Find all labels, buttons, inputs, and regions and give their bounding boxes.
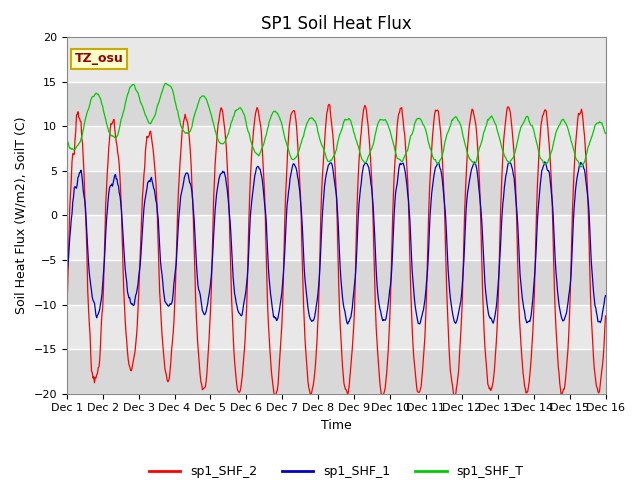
- sp1_SHF_T: [418, 119, 426, 124]
- Y-axis label: Soil Heat Flux (W/m2), SoilT (C): Soil Heat Flux (W/m2), SoilT (C): [15, 117, 28, 314]
- sp1_SHF_1: [128, 300, 136, 306]
- sp1_SHF_1: [211, 207, 219, 213]
- sp1_SHF_2: [418, 375, 426, 381]
- sp1_SHF_1: [183, 170, 191, 176]
- sp1_SHF_T: [602, 131, 609, 136]
- sp1_SHF_T: [212, 130, 220, 135]
- Bar: [67, 304, 605, 349]
- Title: SP1 Soil Heat Flux: SP1 Soil Heat Flux: [260, 15, 412, 33]
- Bar: [67, 349, 605, 394]
- sp1_SHF_2: [602, 313, 609, 319]
- sp1_SHF_T: [73, 144, 81, 150]
- Bar: [67, 171, 605, 216]
- Line: sp1_SHF_2: sp1_SHF_2: [67, 105, 605, 396]
- Bar: [67, 126, 605, 171]
- sp1_SHF_2: [325, 102, 333, 108]
- sp1_SHF_T: [403, 150, 410, 156]
- sp1_SHF_2: [451, 394, 458, 399]
- sp1_SHF_1: [602, 293, 609, 299]
- sp1_SHF_2: [403, 153, 410, 158]
- sp1_SHF_2: [183, 118, 191, 123]
- sp1_SHF_1: [541, 159, 548, 165]
- sp1_SHF_T: [577, 164, 584, 170]
- sp1_SHF_T: [184, 131, 191, 136]
- sp1_SHF_T: [162, 80, 170, 86]
- Bar: [67, 260, 605, 304]
- Bar: [67, 37, 605, 82]
- sp1_SHF_T: [128, 82, 136, 88]
- sp1_SHF_1: [344, 321, 351, 327]
- sp1_SHF_1: [418, 313, 426, 319]
- sp1_SHF_2: [128, 365, 136, 371]
- X-axis label: Time: Time: [321, 419, 351, 432]
- Text: TZ_osu: TZ_osu: [75, 52, 124, 65]
- Line: sp1_SHF_T: sp1_SHF_T: [67, 83, 605, 167]
- Bar: [67, 82, 605, 126]
- sp1_SHF_1: [63, 272, 70, 278]
- sp1_SHF_2: [63, 297, 70, 303]
- Line: sp1_SHF_1: sp1_SHF_1: [67, 162, 605, 324]
- sp1_SHF_T: [63, 137, 70, 143]
- sp1_SHF_2: [211, 161, 219, 167]
- sp1_SHF_2: [73, 112, 81, 118]
- Legend: sp1_SHF_2, sp1_SHF_1, sp1_SHF_T: sp1_SHF_2, sp1_SHF_1, sp1_SHF_T: [143, 460, 529, 480]
- sp1_SHF_1: [73, 185, 81, 191]
- sp1_SHF_1: [403, 177, 410, 182]
- Bar: [67, 216, 605, 260]
